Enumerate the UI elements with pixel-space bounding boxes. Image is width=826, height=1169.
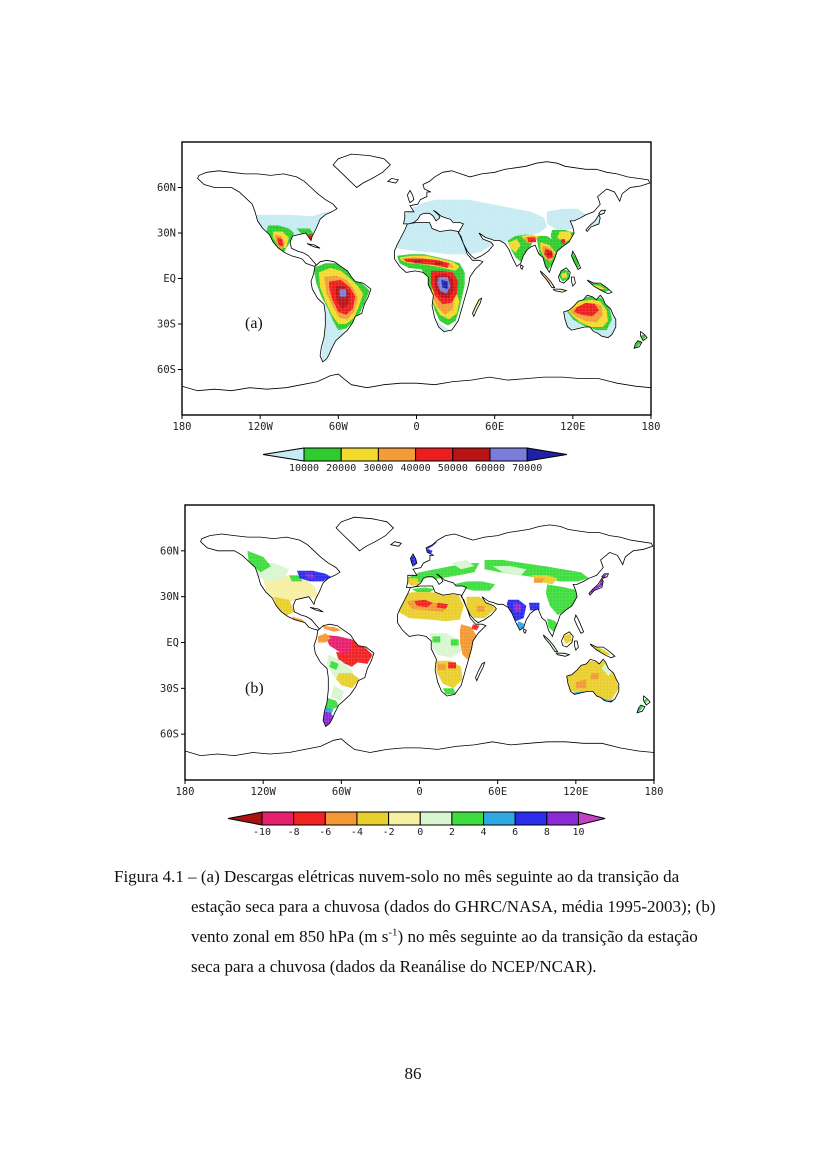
svg-text:180: 180: [173, 421, 192, 433]
svg-text:30N: 30N: [160, 591, 179, 603]
svg-text:50000: 50000: [438, 463, 468, 474]
svg-text:EQ: EQ: [166, 637, 179, 649]
svg-text:60S: 60S: [160, 729, 179, 741]
figure-caption: Figura 4.1 – (a) Descargas elétricas nuv…: [114, 862, 734, 982]
svg-text:0: 0: [416, 786, 422, 798]
svg-text:30000: 30000: [363, 463, 393, 474]
caption-line-1: Figura 4.1 – (a) Descargas elétricas nuv…: [114, 867, 680, 886]
svg-text:180: 180: [176, 786, 195, 798]
panel-letter-a: (a): [245, 315, 263, 332]
caption-line-4: seca para a chuvosa (dados da Reanálise …: [191, 957, 597, 976]
svg-text:0: 0: [413, 421, 419, 433]
svg-text:70000: 70000: [512, 463, 542, 474]
map-panel-b: 60N 30N EQ 30S 60S 180 120W 60W 0 60E 120E 180 (b) -1…: [150, 493, 690, 843]
svg-text:-4: -4: [351, 827, 363, 838]
world-map-svg-a: 60N 30N EQ 30S 60S 180 120W 60W 0 60E 120E 180 (a) 10…: [157, 141, 661, 474]
y-axis-b: 60N 30N EQ 30S 60S: [160, 545, 185, 741]
svg-text:60S: 60S: [157, 364, 176, 376]
map-area-b: [185, 505, 654, 780]
superscript: -1: [388, 926, 398, 939]
svg-text:60E: 60E: [485, 421, 504, 433]
svg-text:40000: 40000: [401, 463, 431, 474]
svg-text:60000: 60000: [475, 463, 505, 474]
map-area-a: [182, 142, 651, 415]
svg-text:8: 8: [544, 827, 550, 838]
svg-text:-10: -10: [253, 827, 271, 838]
svg-text:4: 4: [481, 827, 487, 838]
svg-text:0: 0: [417, 827, 423, 838]
svg-text:2: 2: [449, 827, 455, 838]
panel-letter-b: (b): [245, 680, 264, 697]
svg-text:30N: 30N: [157, 228, 176, 240]
svg-text:20000: 20000: [326, 463, 356, 474]
svg-text:120W: 120W: [251, 786, 277, 798]
coastlines-b: [185, 516, 654, 780]
coastlines-a: [182, 153, 651, 415]
caption-line-3: vento zonal em 850 hPa (m s-1) no mês se…: [191, 926, 698, 946]
svg-text:-8: -8: [288, 827, 300, 838]
svg-text:30S: 30S: [160, 683, 179, 695]
y-axis-a: 60N 30N EQ 30S 60S: [157, 182, 182, 376]
svg-text:10000: 10000: [289, 463, 319, 474]
colorbar-a: 10000 20000 30000 40000 50000 60000 70000: [262, 447, 568, 474]
svg-text:180: 180: [645, 786, 664, 798]
svg-text:30S: 30S: [157, 319, 176, 331]
colorbar-b: -10 -8 -6 -4 -2 0 2 4 6 8 10: [227, 811, 606, 838]
svg-text:60W: 60W: [332, 786, 352, 798]
svg-text:120E: 120E: [563, 786, 588, 798]
svg-text:10: 10: [572, 827, 584, 838]
svg-text:EQ: EQ: [163, 273, 176, 285]
svg-text:120W: 120W: [248, 421, 274, 433]
svg-text:60N: 60N: [160, 545, 179, 557]
caption-line-2: estação seca para a chuvosa (dados do GH…: [191, 897, 716, 916]
page-number: 86: [404, 1064, 422, 1083]
map-panel-a: 60N 30N EQ 30S 60S 180 120W 60W 0 60E 120E 180 (a) 10…: [150, 130, 690, 480]
x-axis-a: 180 120W 60W 0 60E 120E 180: [173, 415, 661, 433]
svg-text:-2: -2: [383, 827, 395, 838]
svg-text:-6: -6: [319, 827, 331, 838]
svg-text:60N: 60N: [157, 182, 176, 194]
x-axis-b: 180 120W 60W 0 60E 120E 180: [176, 780, 664, 798]
svg-text:180: 180: [642, 421, 661, 433]
svg-text:6: 6: [512, 827, 518, 838]
svg-text:60W: 60W: [329, 421, 349, 433]
world-map-svg-b: 60N 30N EQ 30S 60S 180 120W 60W 0 60E 120E 180 (b) -1…: [160, 504, 664, 838]
svg-text:60E: 60E: [488, 786, 507, 798]
svg-text:120E: 120E: [560, 421, 585, 433]
